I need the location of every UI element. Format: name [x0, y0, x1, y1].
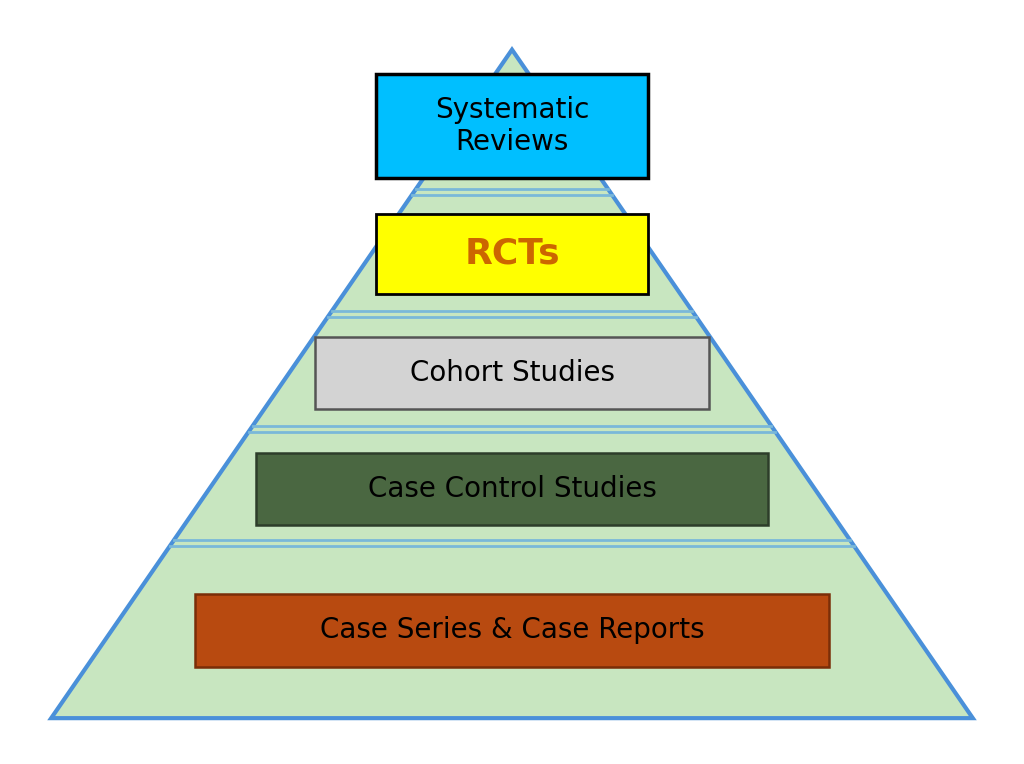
Polygon shape [51, 50, 973, 718]
FancyBboxPatch shape [315, 336, 709, 409]
FancyBboxPatch shape [377, 213, 648, 293]
FancyBboxPatch shape [256, 452, 768, 526]
Text: Case Series & Case Reports: Case Series & Case Reports [319, 617, 705, 644]
Text: Cohort Studies: Cohort Studies [410, 359, 614, 387]
FancyBboxPatch shape [377, 74, 648, 177]
Text: Case Control Studies: Case Control Studies [368, 475, 656, 503]
Text: RCTs: RCTs [464, 237, 560, 270]
Text: Systematic
Reviews: Systematic Reviews [435, 96, 589, 157]
FancyBboxPatch shape [195, 594, 829, 666]
